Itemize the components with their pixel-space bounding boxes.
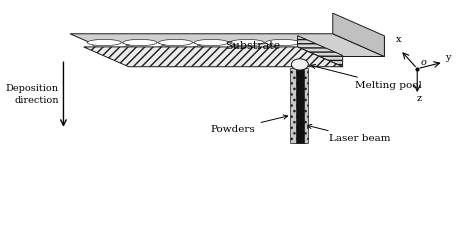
Polygon shape — [70, 34, 384, 56]
Ellipse shape — [253, 49, 286, 56]
Ellipse shape — [134, 44, 168, 51]
Ellipse shape — [93, 42, 127, 48]
Ellipse shape — [104, 47, 138, 53]
Ellipse shape — [146, 49, 179, 56]
Ellipse shape — [241, 44, 275, 51]
Ellipse shape — [283, 47, 317, 53]
Ellipse shape — [288, 49, 322, 56]
Ellipse shape — [99, 44, 132, 51]
Ellipse shape — [200, 42, 234, 48]
Polygon shape — [83, 47, 343, 67]
Bar — [290, 68, 308, 143]
Ellipse shape — [277, 44, 311, 51]
Text: o: o — [421, 58, 427, 67]
Text: Substrate: Substrate — [226, 41, 281, 51]
Polygon shape — [122, 36, 384, 56]
Ellipse shape — [123, 40, 157, 46]
Text: x: x — [396, 36, 401, 44]
Ellipse shape — [163, 57, 196, 63]
Text: Melting pool: Melting pool — [311, 64, 422, 90]
Ellipse shape — [264, 54, 298, 60]
Text: y: y — [446, 53, 451, 62]
Ellipse shape — [170, 44, 204, 51]
Ellipse shape — [247, 47, 281, 53]
Ellipse shape — [236, 42, 270, 48]
Ellipse shape — [230, 40, 264, 46]
Ellipse shape — [116, 52, 149, 58]
Ellipse shape — [151, 52, 185, 58]
Polygon shape — [333, 13, 384, 57]
Ellipse shape — [234, 57, 268, 63]
Ellipse shape — [294, 52, 328, 58]
Ellipse shape — [271, 42, 305, 48]
Text: Laser beam: Laser beam — [307, 124, 391, 143]
Ellipse shape — [140, 47, 174, 53]
Ellipse shape — [159, 40, 192, 46]
Ellipse shape — [121, 54, 155, 60]
Ellipse shape — [258, 52, 292, 58]
Ellipse shape — [300, 54, 333, 60]
Ellipse shape — [128, 42, 163, 48]
Ellipse shape — [211, 47, 245, 53]
Ellipse shape — [228, 54, 262, 60]
Text: z: z — [417, 94, 422, 102]
Ellipse shape — [292, 59, 308, 70]
Ellipse shape — [110, 49, 144, 56]
Bar — [296, 66, 304, 143]
Ellipse shape — [265, 40, 300, 46]
Ellipse shape — [192, 54, 226, 60]
Polygon shape — [298, 36, 343, 67]
Ellipse shape — [181, 49, 215, 56]
Ellipse shape — [157, 54, 191, 60]
Text: Deposition
direction: Deposition direction — [6, 84, 59, 104]
Ellipse shape — [217, 49, 251, 56]
Ellipse shape — [206, 44, 239, 51]
Ellipse shape — [127, 57, 161, 63]
Ellipse shape — [305, 57, 339, 63]
Ellipse shape — [187, 52, 221, 58]
Ellipse shape — [198, 57, 232, 63]
Ellipse shape — [87, 40, 121, 46]
Text: Powders: Powders — [211, 115, 288, 134]
Ellipse shape — [269, 57, 303, 63]
Ellipse shape — [164, 42, 198, 48]
Ellipse shape — [175, 47, 210, 53]
Ellipse shape — [194, 40, 228, 46]
Ellipse shape — [222, 52, 256, 58]
